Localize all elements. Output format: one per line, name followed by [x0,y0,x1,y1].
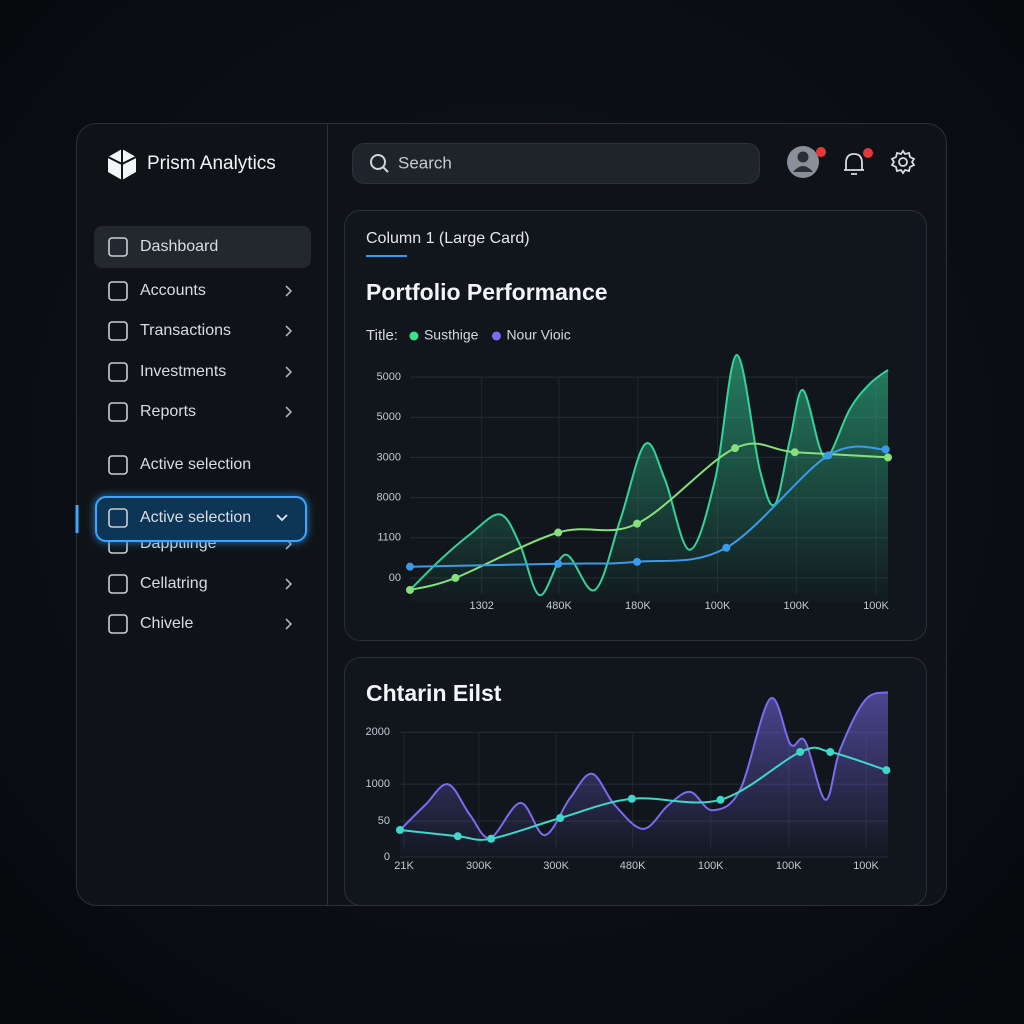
search-icon [370,154,389,173]
x-tick-label: 100K [784,600,810,612]
nav-icon [108,455,128,475]
legend-swatch [409,331,419,341]
x-tick-label: 300K [543,860,569,872]
nav-icon [108,402,128,422]
y-tick-label: 3000 [377,451,401,463]
point [406,562,414,571]
legend-title: Title: [366,327,398,344]
x-tick-label: 100K [776,860,802,872]
y-tick-label: 8000 [377,491,401,503]
card-label: Column 1 (Large Card) [366,230,530,247]
chart-title: Portfolio Performance [366,279,608,305]
line [399,691,889,839]
nav-active-bg [94,226,311,268]
chevron [285,578,293,590]
x-tick-label: 300K [466,860,492,872]
point [882,766,891,775]
chevron [285,406,293,418]
point [881,445,890,454]
nav-label[interactable]: Investments [140,363,226,380]
point [824,451,833,460]
point [633,557,642,566]
nav-label[interactable]: Chivele [140,615,193,632]
point [396,825,404,834]
point [453,832,462,841]
legend-label: Nour Vioic [506,327,570,343]
chevron [276,514,288,522]
y-tick-label: 0 [384,851,390,863]
y-tick-label: 50 [378,815,390,827]
area [410,354,888,602]
y-tick-label: 5000 [377,371,401,383]
point [556,814,565,822]
y-tick-label: 2000 [366,726,390,738]
x-tick-label: 100K [863,600,889,612]
point [633,519,642,528]
nav-icon [108,281,128,301]
notifications[interactable] [844,148,873,175]
point [790,448,799,457]
point [554,559,563,568]
legend-label: Susthige [424,327,479,343]
point [406,585,414,594]
avatar[interactable] [787,146,826,178]
nav-label[interactable]: Transactions [140,322,231,339]
nav-icon [108,614,128,634]
x-tick-label: 180K [625,600,651,612]
chart-title: Chtarin Eilst [366,680,502,706]
point [627,794,636,803]
x-tick-label: 100K [698,860,724,872]
y-tick-label: 5000 [377,411,401,423]
nav-label[interactable]: Cellatring [140,575,208,592]
chevron [285,366,293,378]
legend-swatch [491,331,501,341]
nav-icon [108,362,128,382]
nav-label[interactable]: Reports [140,403,196,420]
x-tick-label: 480K [620,860,646,872]
nav-label[interactable]: Active selection [140,509,251,526]
search-box[interactable] [352,143,760,184]
x-tick-label: 1302 [469,600,493,612]
settings[interactable] [890,149,916,175]
nav-highlight [95,496,307,542]
point [716,795,725,804]
x-tick-label: 100K [705,600,731,612]
y-tick-label: 00 [389,572,401,584]
brand-logo [107,149,137,180]
y-tick-label: 1100 [377,532,401,544]
search-placeholder: Search [398,153,452,172]
x-tick-label: 480K [546,600,572,612]
point [722,543,731,552]
point [451,573,460,582]
point [731,444,740,453]
nav-icon [108,321,128,341]
point [554,528,563,537]
brand-name: Prism Analytics [147,153,276,174]
y-tick-label: 1000 [366,778,390,790]
point [826,747,835,756]
area [400,692,888,857]
nav-icon [108,508,128,528]
nav-label[interactable]: Accounts [140,282,206,299]
chevron [285,285,293,297]
point [487,834,496,843]
chevron [285,618,293,630]
nav-label[interactable]: Active selection [140,456,251,473]
point [884,453,892,462]
chevron [285,325,293,337]
x-tick-label: 21K [394,860,414,872]
x-tick-label: 100K [853,860,879,872]
point [796,747,805,756]
nav-icon [108,237,128,257]
nav-icon [108,574,128,594]
nav-label[interactable]: Dashboard [140,238,218,255]
line [409,353,889,597]
